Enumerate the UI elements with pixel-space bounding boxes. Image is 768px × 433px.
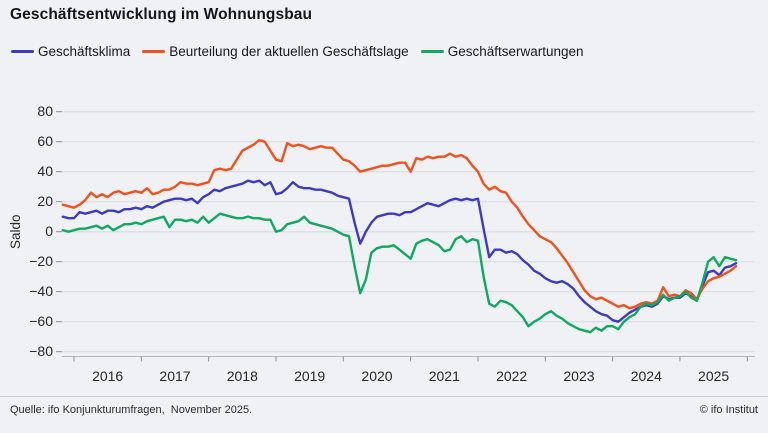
copyright-note: © ifo Institut bbox=[699, 404, 758, 416]
legend-label: Beurteilung der aktuellen Geschäftslage bbox=[169, 44, 409, 59]
svg-text:Saldo: Saldo bbox=[8, 214, 23, 249]
legend-item-geschaeftslage: Beurteilung der aktuellen Geschäftslage bbox=[142, 44, 409, 59]
svg-text:2020: 2020 bbox=[361, 368, 392, 384]
svg-text:2024: 2024 bbox=[631, 368, 662, 384]
svg-text:2021: 2021 bbox=[429, 368, 460, 384]
legend-item-geschaeftserwartungen: Geschäftserwartungen bbox=[420, 44, 584, 59]
chart-footer: Quelle: ifo Konjunkturumfragen, November… bbox=[0, 396, 768, 416]
series-line-geschaeftslage bbox=[61, 138, 738, 310]
legend-line-icon bbox=[11, 49, 34, 54]
svg-text:2018: 2018 bbox=[227, 368, 258, 384]
series-line-geschaeftserwartungen bbox=[61, 212, 738, 334]
svg-text:2023: 2023 bbox=[563, 368, 594, 384]
legend-label: Geschäftserwartungen bbox=[447, 44, 584, 59]
svg-text:2017: 2017 bbox=[159, 368, 190, 384]
svg-text:20: 20 bbox=[37, 193, 53, 209]
axis-labels: 80 60 40 20 0 −20 −40 −60 −80 2016 2017 2018 2019 202… bbox=[8, 103, 729, 384]
axes bbox=[56, 111, 755, 362]
svg-text:2025: 2025 bbox=[698, 368, 729, 384]
legend-label: Geschäftsklima bbox=[38, 44, 131, 59]
svg-text:−40: −40 bbox=[29, 283, 53, 299]
svg-text:60: 60 bbox=[37, 133, 53, 149]
legend-line-icon bbox=[420, 49, 444, 54]
legend-line-icon bbox=[142, 49, 166, 54]
svg-text:80: 80 bbox=[37, 103, 53, 119]
svg-text:40: 40 bbox=[37, 163, 53, 179]
chart-legend: Geschäftsklima Beurteilung der aktuellen… bbox=[11, 44, 584, 59]
svg-text:−20: −20 bbox=[29, 253, 53, 269]
svg-text:0: 0 bbox=[45, 223, 53, 239]
series-line-geschaeftsklima bbox=[61, 179, 738, 323]
svg-text:2022: 2022 bbox=[496, 368, 527, 384]
svg-text:2016: 2016 bbox=[92, 368, 123, 384]
svg-text:−80: −80 bbox=[29, 343, 53, 359]
svg-text:−60: −60 bbox=[29, 313, 53, 329]
legend-item-geschaeftsklima: Geschäftsklima bbox=[11, 44, 130, 59]
source-note: Quelle: ifo Konjunkturumfragen, November… bbox=[10, 404, 253, 416]
gridlines bbox=[62, 111, 755, 353]
svg-text:2019: 2019 bbox=[294, 368, 325, 384]
chart-title: Geschäftsentwicklung im Wohnungsbau bbox=[10, 6, 313, 23]
